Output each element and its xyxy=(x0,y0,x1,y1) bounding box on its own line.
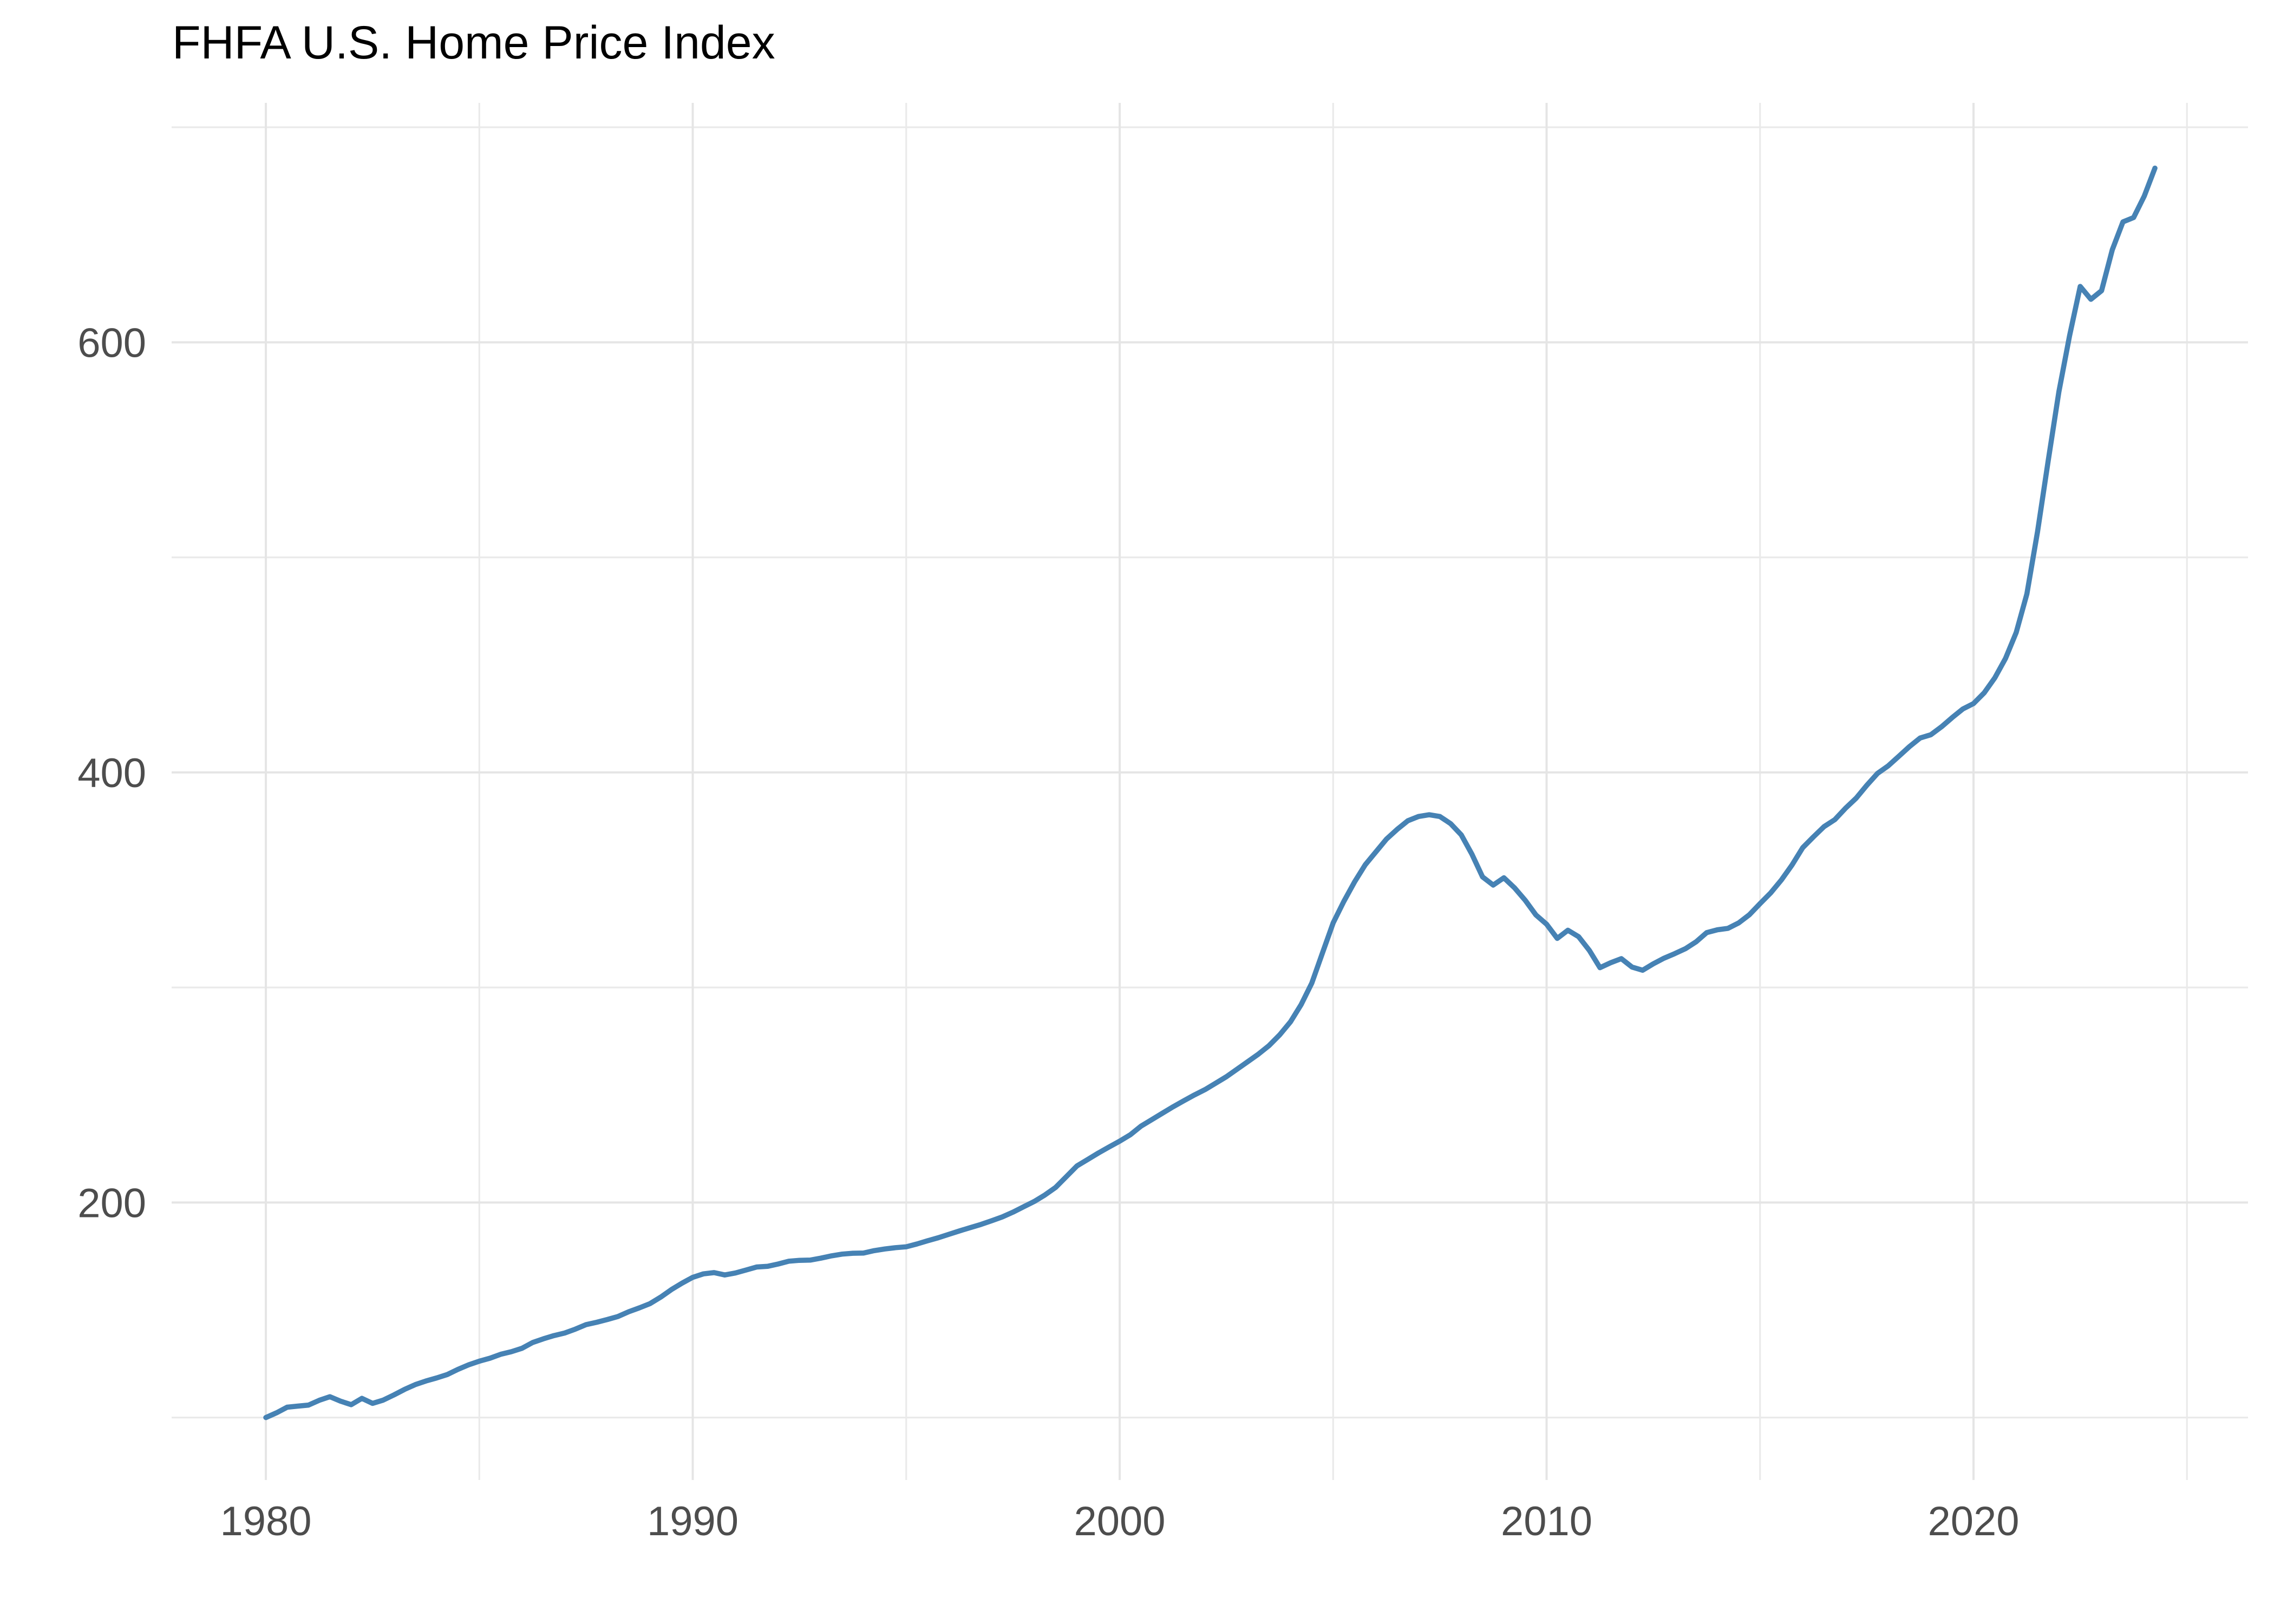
y-tick-label: 400 xyxy=(77,750,146,796)
x-tick-label: 2000 xyxy=(1074,1498,1165,1544)
y-axis-tick-labels: 200 400 600 xyxy=(77,320,146,1226)
price-index-line-series xyxy=(263,165,2158,1420)
gridlines-major xyxy=(172,103,2248,1480)
chart-title: FHFA U.S. Home Price Index xyxy=(172,17,775,69)
y-tick-label: 600 xyxy=(77,320,146,366)
y-tick-label: 200 xyxy=(77,1180,146,1226)
x-axis-tick-labels: 1980 1990 2000 2010 2020 xyxy=(220,1498,2019,1544)
x-tick-label: 1980 xyxy=(220,1498,311,1544)
gridlines-minor xyxy=(172,103,2248,1480)
x-tick-label: 2010 xyxy=(1501,1498,1592,1544)
x-tick-label: 1990 xyxy=(647,1498,739,1544)
x-tick-label: 2020 xyxy=(1927,1498,2019,1544)
